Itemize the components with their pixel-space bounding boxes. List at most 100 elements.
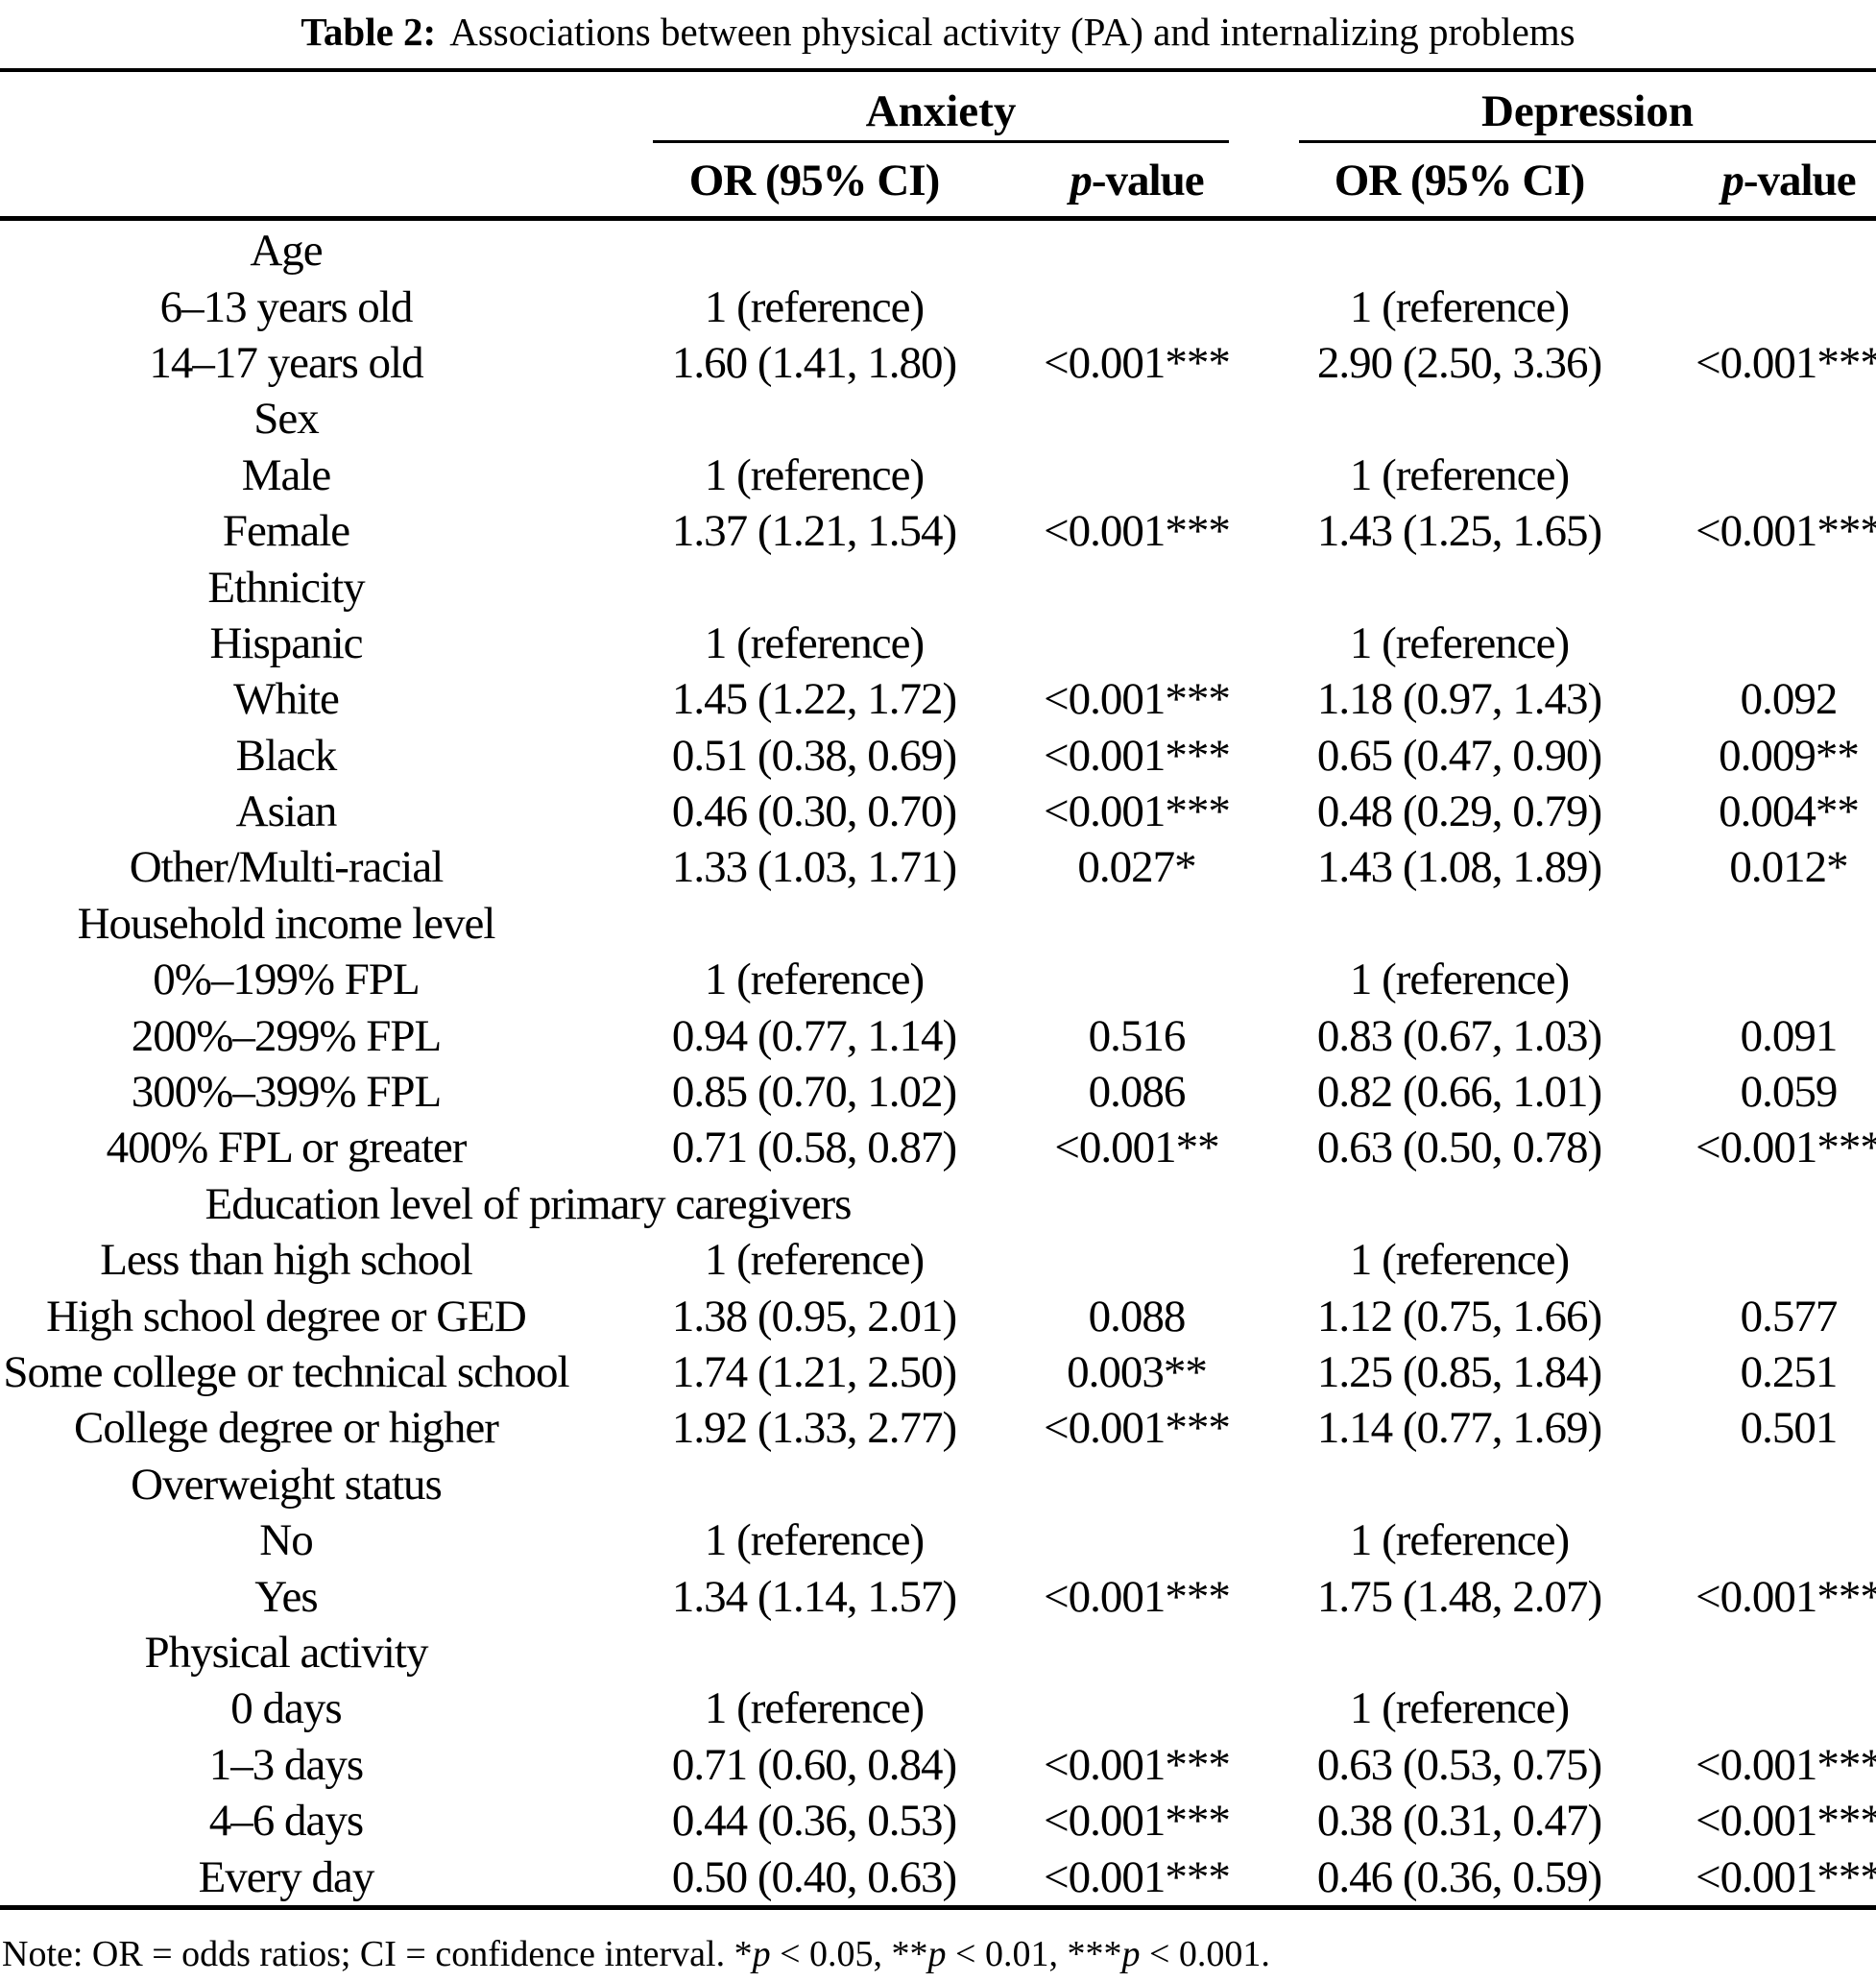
anxiety-or-cell: 1 (reference) <box>704 1515 925 1566</box>
sig-p-italic: p <box>752 1934 771 1974</box>
depression-p-cell: 0.577 <box>1740 1291 1839 1341</box>
row-label-cell: Hispanic <box>209 617 363 668</box>
anxiety-or-cell: 1.33 (1.03, 1.71) <box>671 842 957 893</box>
row-label-cell: Ethnicity <box>207 562 365 613</box>
anxiety-or-cell: 1 (reference) <box>704 1683 925 1734</box>
anxiety-or-cell: 1.92 (1.33, 2.77) <box>671 1403 957 1454</box>
depression-or-cell: 1.43 (1.25, 1.65) <box>1316 506 1602 557</box>
sig-threshold: < 0.001. <box>1140 1934 1270 1974</box>
depression-or-cell: 1.12 (0.75, 1.66) <box>1316 1291 1602 1341</box>
p-suffix: -value <box>1091 156 1205 205</box>
depression-p-cell: <0.001*** <box>1696 1571 1876 1622</box>
anxiety-or-cell: 1 (reference) <box>704 1235 925 1286</box>
column-header-row: OR (95% CI) p-value OR (95% CI) p-value <box>0 152 1876 209</box>
row-label-cell: Other/Multi-racial <box>129 842 445 893</box>
depression-p-cell: 0.004** <box>1719 786 1860 837</box>
sig-stars: *** <box>1057 1934 1122 1974</box>
row-label-cell: White <box>233 674 340 725</box>
sig-threshold: < 0.05, <box>770 1934 883 1974</box>
depression-p-cell: <0.001*** <box>1696 506 1876 557</box>
anxiety-group-underline <box>653 140 1229 143</box>
anxiety-p-cell: <0.001** <box>1054 1123 1219 1173</box>
note-sig-3: ***p < 0.001. <box>1057 1934 1270 1974</box>
depression-or-cell: 0.63 (0.53, 0.75) <box>1316 1739 1602 1790</box>
anxiety-or-cell: 0.50 (0.40, 0.63) <box>671 1851 957 1902</box>
anxiety-or-cell: 1.60 (1.41, 1.80) <box>671 337 957 388</box>
depression-or-cell: 0.83 (0.67, 1.03) <box>1316 1010 1602 1061</box>
sig-p-italic: p <box>1121 1934 1141 1974</box>
anxiety-or-cell: 1.37 (1.21, 1.54) <box>671 506 957 557</box>
depression-or-cell: 1 (reference) <box>1349 281 1570 332</box>
anxiety-or-cell: 0.94 (0.77, 1.14) <box>671 1010 957 1061</box>
row-label-cell: Every day <box>198 1851 375 1902</box>
anxiety-p-cell: <0.001*** <box>1044 730 1231 781</box>
anxiety-or-cell: 1 (reference) <box>704 281 925 332</box>
depression-or-cell: 0.48 (0.29, 0.79) <box>1316 786 1602 837</box>
anxiety-p-cell: 0.088 <box>1088 1291 1187 1341</box>
depression-or-cell: 0.63 (0.50, 0.78) <box>1316 1123 1602 1173</box>
row-label-cell: Yes <box>254 1571 318 1622</box>
anxiety-p-cell: 0.027* <box>1077 842 1196 893</box>
anxiety-or-cell: 1 (reference) <box>704 617 925 668</box>
anxiety-or-cell: 0.85 (0.70, 1.02) <box>671 1067 957 1118</box>
row-label-cell: 400% FPL or greater <box>106 1123 468 1173</box>
depression-p-cell: <0.001*** <box>1696 337 1876 388</box>
depression-or-cell: 1.43 (1.08, 1.89) <box>1316 842 1602 893</box>
anxiety-p-cell: <0.001*** <box>1044 337 1231 388</box>
row-label-cell: Male <box>241 449 332 500</box>
row-label-cell: No <box>259 1515 313 1566</box>
anxiety-or-header: OR (95% CI) <box>688 156 941 205</box>
row-label-cell: 1–3 days <box>208 1739 364 1790</box>
anxiety-or-cell: 1.45 (1.22, 1.72) <box>671 674 957 725</box>
depression-p-cell: 0.501 <box>1740 1403 1839 1454</box>
anxiety-p-cell: <0.001*** <box>1044 1796 1231 1847</box>
anxiety-p-cell: <0.001*** <box>1044 506 1231 557</box>
depression-p-header: p-value <box>1721 152 1856 209</box>
bottom-rule <box>0 1905 1876 1910</box>
depression-p-cell: <0.001*** <box>1696 1739 1876 1790</box>
anxiety-or-cell: 0.71 (0.58, 0.87) <box>671 1123 957 1173</box>
depression-p-cell: 0.012* <box>1729 842 1848 893</box>
row-label-cell: 4–6 days <box>208 1796 364 1847</box>
depression-p-cell: <0.001*** <box>1696 1123 1876 1173</box>
depression-p-cell: 0.009** <box>1719 730 1860 781</box>
row-label-cell: 200%–299% FPL <box>131 1010 443 1061</box>
anxiety-p-cell: <0.001*** <box>1044 674 1231 725</box>
sig-p-italic: p <box>927 1934 947 1974</box>
depression-or-cell: 0.46 (0.36, 0.59) <box>1316 1851 1602 1902</box>
table-note: Note: OR = odds ratios; CI = confidence … <box>2 1932 1270 1976</box>
row-label-cell: Some college or technical school <box>3 1347 569 1397</box>
table-body: Age 6–13 years old 1 (reference) 1 (refe… <box>0 223 1876 1905</box>
anxiety-p-cell: <0.001*** <box>1044 1851 1231 1902</box>
header-body-rule <box>0 216 1876 221</box>
depression-or-cell: 1 (reference) <box>1349 617 1570 668</box>
depression-or-cell: 1.25 (0.85, 1.84) <box>1316 1347 1602 1397</box>
table-number-label: Table 2: <box>301 10 437 54</box>
p-italic: p <box>1721 156 1744 205</box>
row-label-cell: Education level of primary caregivers <box>204 1178 853 1229</box>
anxiety-column-group-header: Anxiety <box>865 86 1017 136</box>
note-sig-2: **p < 0.01, <box>882 1934 1058 1974</box>
anxiety-p-cell: <0.001*** <box>1044 1739 1231 1790</box>
row-label-cell: College degree or higher <box>74 1403 499 1454</box>
sig-stars: ** <box>882 1934 928 1974</box>
row-label-cell: Age <box>250 226 323 277</box>
anxiety-p-cell: <0.001*** <box>1044 1571 1231 1622</box>
depression-or-cell: 1.18 (0.97, 1.43) <box>1316 674 1602 725</box>
anxiety-p-cell: <0.001*** <box>1044 1403 1231 1454</box>
anxiety-or-cell: 0.51 (0.38, 0.69) <box>671 730 957 781</box>
row-label-cell: Household income level <box>77 898 496 949</box>
anxiety-or-cell: 1.74 (1.21, 2.50) <box>671 1347 957 1397</box>
row-label-cell: 14–17 years old <box>149 337 423 388</box>
anxiety-p-cell: 0.003** <box>1067 1347 1208 1397</box>
row-label-cell: 0%–199% FPL <box>153 955 421 1005</box>
note-lead: Note: OR = odds ratios; CI = confidence … <box>2 1934 726 1974</box>
table-caption: Table 2: Associations between physical ac… <box>0 8 1876 56</box>
row-label-cell: 0 days <box>230 1683 342 1734</box>
row-label-cell: Asian <box>235 786 338 837</box>
depression-or-cell: 1 (reference) <box>1349 955 1570 1005</box>
depression-column-group-header: Depression <box>1480 86 1695 136</box>
depression-or-cell: 1 (reference) <box>1349 1515 1570 1566</box>
depression-or-cell: 1 (reference) <box>1349 449 1570 500</box>
